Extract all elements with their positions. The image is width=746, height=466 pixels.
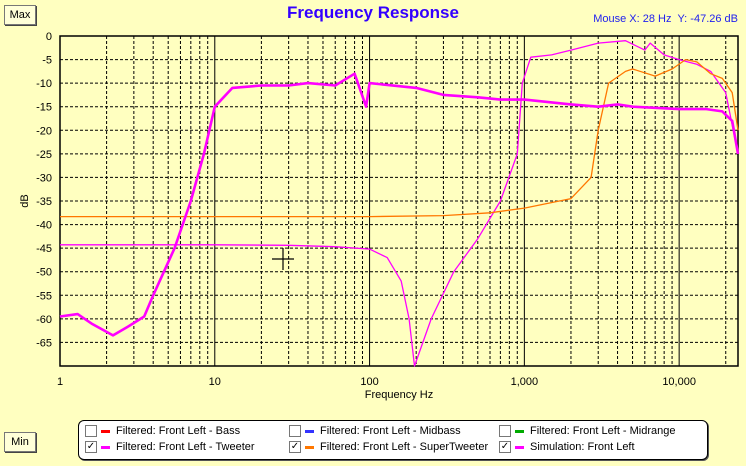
legend-checkbox[interactable]: ✓	[85, 441, 97, 453]
legend-item[interactable]: Filtered: Front Left - Midbass	[289, 423, 461, 439]
max-button[interactable]: Max	[4, 5, 36, 25]
x-axis-label: Frequency Hz	[365, 389, 433, 401]
legend-label: Filtered: Front Left - SuperTweeter	[320, 441, 489, 453]
legend-swatch	[101, 429, 110, 433]
legend-item[interactable]: ✓ Simulation: Front Left	[499, 439, 635, 455]
y-tick-label: -35	[36, 196, 52, 208]
legend-label: Filtered: Front Left - Midbass	[320, 425, 461, 437]
series-line-0	[60, 40, 739, 367]
legend-checkbox[interactable]	[85, 425, 97, 437]
min-button[interactable]: Min	[4, 432, 36, 452]
y-tick-label: 0	[46, 31, 52, 43]
legend-swatch	[515, 429, 524, 433]
series-line-1	[60, 58, 739, 218]
legend-checkbox[interactable]: ✓	[289, 441, 301, 453]
legend-swatch	[515, 445, 524, 449]
y-tick-label: -40	[36, 220, 52, 232]
legend-swatch	[305, 429, 314, 433]
y-tick-label: -20	[36, 125, 52, 137]
y-tick-label: -65	[36, 337, 52, 349]
mouse-y: Y: -47.26 dB	[677, 13, 738, 25]
legend-checkbox[interactable]	[499, 425, 511, 437]
plot-frame	[59, 35, 739, 367]
legend-swatch	[101, 445, 110, 449]
mouse-readout: Mouse X: 28 Hz Y: -47.26 dB	[587, 13, 738, 25]
y-tick-label: -25	[36, 149, 52, 161]
x-tick-label: 1	[57, 376, 63, 388]
legend-checkbox[interactable]: ✓	[499, 441, 511, 453]
crosshair-cursor-icon	[272, 248, 294, 270]
y-tick-label: -50	[36, 267, 52, 279]
x-tick-label: 10	[209, 376, 221, 388]
legend-item[interactable]: Filtered: Front Left - Midrange	[499, 423, 676, 439]
frequency-response-plot[interactable]: 0 -5 -10 -15 -20 -25 -30 -35 -40 -45 -50 -55 -60 -65 1…	[0, 0, 746, 420]
legend-swatch	[305, 445, 314, 449]
y-tick-label: -45	[36, 243, 52, 255]
legend: Filtered: Front Left - Bass Filtered: Fro…	[78, 420, 708, 460]
legend-item[interactable]: ✓ Filtered: Front Left - Tweeter	[85, 439, 255, 455]
legend-item[interactable]: Filtered: Front Left - Bass	[85, 423, 240, 439]
legend-label: Filtered: Front Left - Tweeter	[116, 441, 255, 453]
mouse-x: Mouse X: 28 Hz	[593, 13, 672, 25]
y-tick-label: -5	[42, 55, 52, 67]
x-tick-label: 10,000	[662, 376, 696, 388]
legend-label: Simulation: Front Left	[530, 441, 635, 453]
x-tick-label: 100	[360, 376, 378, 388]
legend-label: Filtered: Front Left - Bass	[116, 425, 241, 437]
legend-item[interactable]: ✓ Filtered: Front Left - SuperTweeter	[289, 439, 488, 455]
y-tick-label: -55	[36, 290, 52, 302]
x-tick-label: 1,000	[511, 376, 539, 388]
y-tick-label: -15	[36, 102, 52, 114]
chart-title: Frequency Response	[287, 3, 459, 22]
series-line-2	[59, 72, 740, 337]
y-tick-label: -60	[36, 314, 52, 326]
y-tick-label: -30	[36, 172, 52, 184]
y-tick-label: -10	[36, 78, 52, 90]
legend-checkbox[interactable]	[289, 425, 301, 437]
legend-label: Filtered: Front Left - Midrange	[530, 425, 676, 437]
y-axis-label: dB	[19, 194, 31, 207]
